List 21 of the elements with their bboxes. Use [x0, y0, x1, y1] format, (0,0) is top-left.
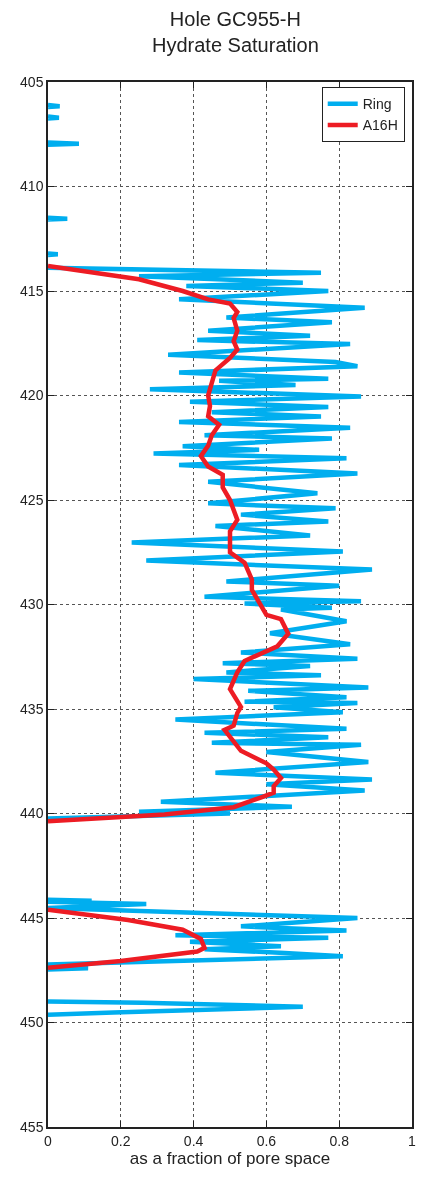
x-tick-label: 0.2: [111, 1132, 131, 1149]
y-tick-label: 420: [20, 387, 44, 404]
y-tick-label: 405: [20, 73, 44, 90]
y-tick-label: 445: [20, 909, 44, 926]
y-tick-label: 415: [20, 282, 44, 299]
y-tick-label: 440: [20, 805, 44, 822]
legend-label: A16H: [362, 117, 398, 134]
y-tick-label: 425: [20, 491, 44, 508]
x-tick-label: 0.6: [256, 1132, 277, 1149]
x-tick-label: 0: [44, 1132, 53, 1149]
x-tick-label: 1: [408, 1132, 417, 1149]
legend-label: Ring: [362, 96, 392, 113]
y-tick-label: 410: [20, 178, 44, 195]
x-axis-title: as a fraction of pore space: [129, 1148, 331, 1168]
y-tick-label: 435: [20, 700, 44, 717]
x-tick-label: 0.8: [329, 1132, 350, 1149]
y-tick-label: 450: [20, 1014, 44, 1031]
x-tick-label: 0.4: [183, 1132, 204, 1149]
chart-title: Hole GC955-H Hydrate Saturation: [152, 8, 319, 57]
y-tick-label: 455: [20, 1118, 44, 1135]
y-tick-label: 430: [20, 596, 44, 613]
